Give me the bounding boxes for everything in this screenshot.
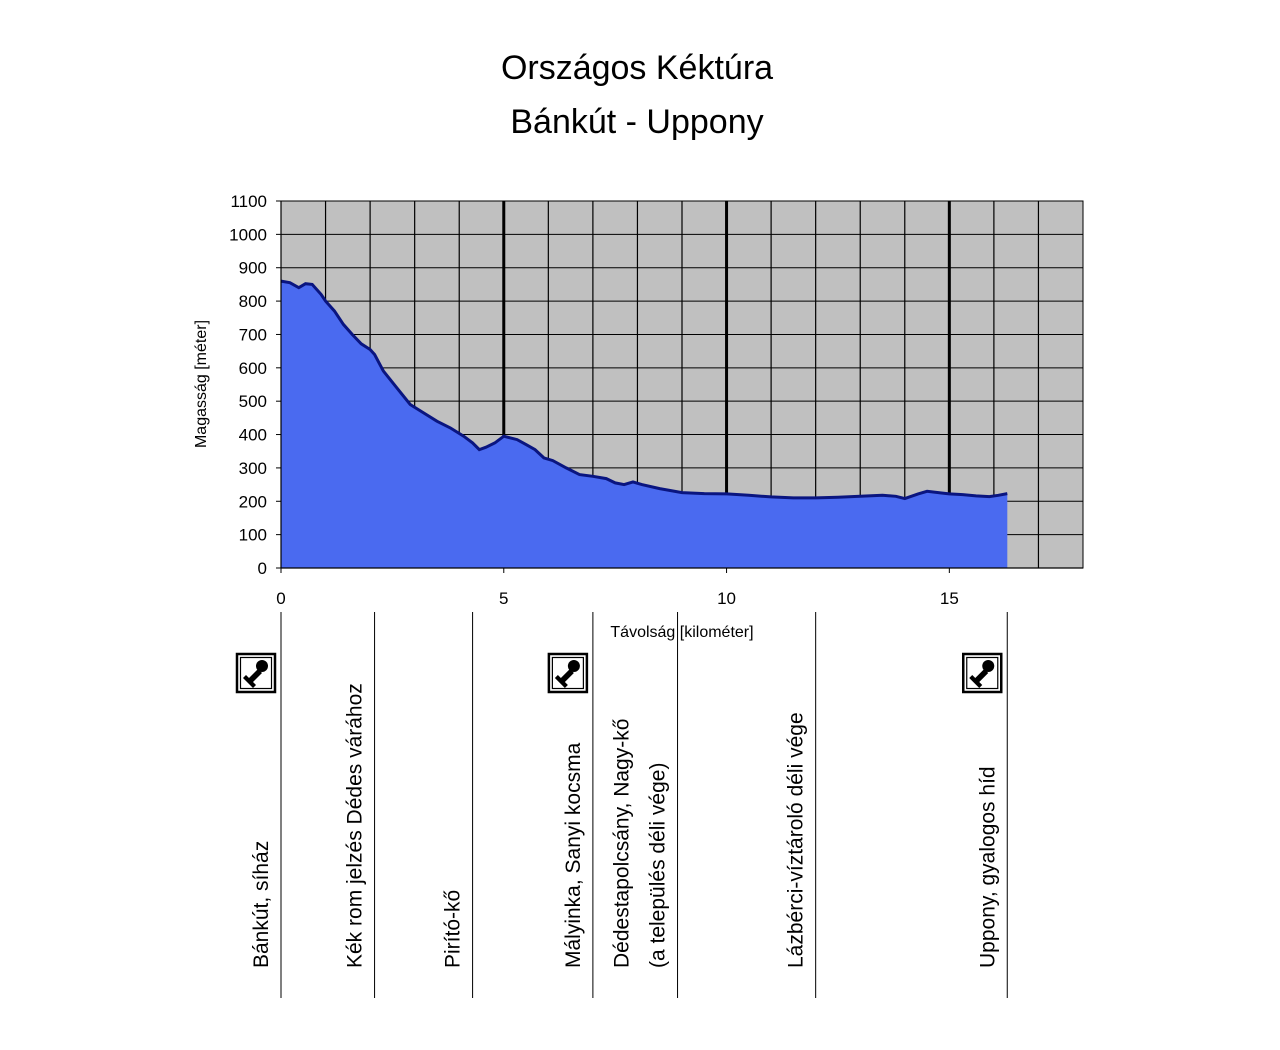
chart-subtitle: Bánkút - Uppony [510, 103, 763, 141]
stamp-icon [962, 652, 1003, 694]
x-tick-label: 5 [499, 589, 508, 608]
y-axis-title: Magasság [méter] [193, 320, 210, 448]
elevation-area [281, 281, 1008, 568]
y-tick-label: 100 [239, 526, 267, 545]
stamp-icon [547, 652, 589, 694]
x-axis-title: Távolság [kilométer] [610, 624, 753, 641]
waypoint-label: Lázbérci-víztároló déli vége [785, 712, 808, 968]
y-tick-labels: 0 100 200 300 400 500 600 700 800 900 1000 1100 [229, 192, 281, 578]
waypoint-label: Uppony, gyalogos híd [976, 766, 999, 968]
x-tick-labels: 0 5 10 15 [276, 568, 959, 608]
stamp-icon [235, 652, 277, 694]
waypoint-label: Bánkút, síház [250, 841, 273, 968]
waypoint-label: Mályinka, Sanyi kocsma [562, 742, 585, 968]
y-tick-label: 700 [239, 325, 267, 344]
waypoint-label: Pirító-kő [442, 890, 465, 968]
elevation-line [280, 279, 1008, 501]
waypoint-label: Dédestapolcsány, Nagy-kő [611, 719, 634, 968]
waypoint-label: (a település déli vége) [647, 763, 670, 968]
y-tick-label: 600 [239, 359, 267, 378]
waypoints: Bánkút, síház Kék rom jelzés Dédes váráho… [235, 612, 1008, 998]
y-tick-label: 400 [239, 426, 267, 445]
chart-title: Országos Kéktúra [501, 49, 773, 87]
y-tick-label: 300 [239, 459, 267, 478]
y-tick-label: 200 [239, 492, 267, 511]
x-tick-label: 10 [717, 589, 736, 608]
y-tick-label: 0 [258, 559, 267, 578]
x-tick-label: 0 [276, 589, 285, 608]
y-tick-label: 500 [239, 392, 267, 411]
y-tick-label: 1100 [230, 192, 267, 211]
waypoint-label: Kék rom jelzés Dédes várához [344, 683, 367, 968]
y-tick-label: 1000 [229, 225, 267, 244]
y-tick-label: 800 [239, 292, 267, 311]
x-tick-label: 15 [940, 589, 959, 608]
y-tick-label: 900 [239, 259, 267, 278]
